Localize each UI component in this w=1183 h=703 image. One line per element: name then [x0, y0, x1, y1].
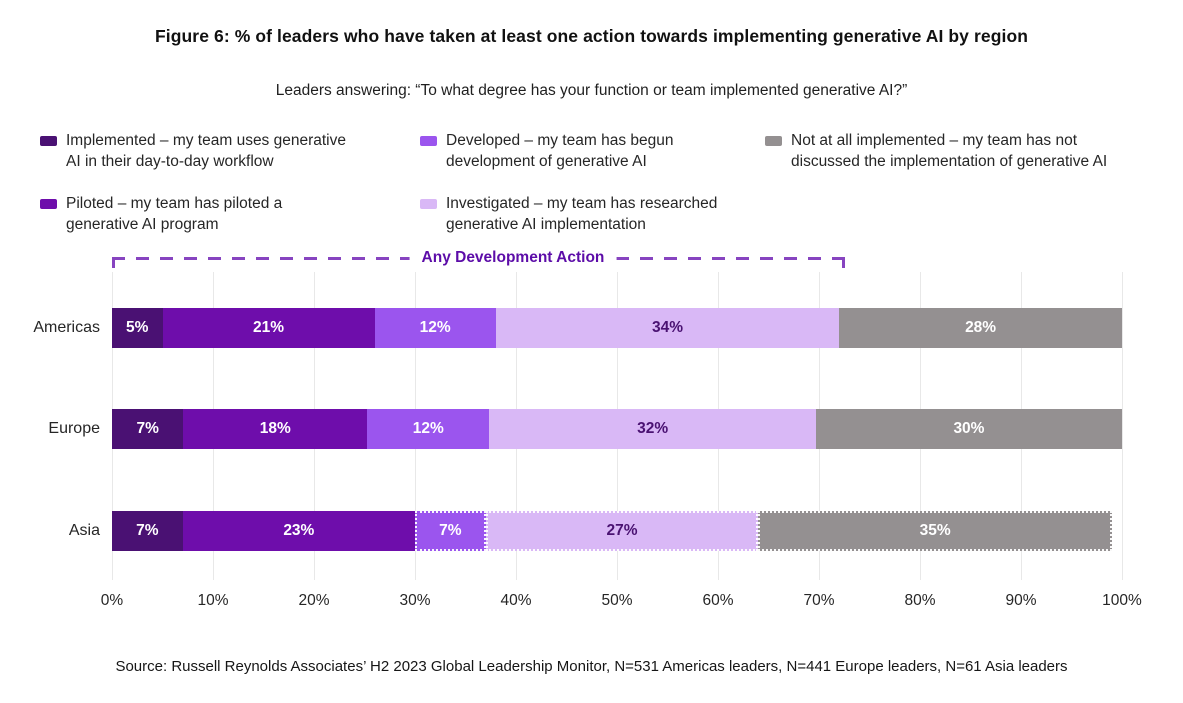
x-tick-label: 20% [298, 592, 330, 609]
bar-segment-asia-4: 35% [758, 511, 1112, 551]
bar-segment-europe-2: 12% [367, 409, 490, 449]
bracket-corner-right [842, 257, 846, 268]
any-development-action-label: Any Development Action [409, 249, 617, 267]
legend-label-investigated: Investigated – my team has researched ge… [446, 194, 718, 233]
legend-item-investigated: Investigated – my team has researched ge… [420, 194, 765, 236]
x-tick-label: 80% [904, 592, 936, 609]
bar-segment-asia-1: 23% [182, 511, 415, 551]
bar-segment-europe-4: 30% [815, 409, 1122, 449]
x-tick-label: 100% [1102, 592, 1142, 609]
x-tick-label: 60% [702, 592, 734, 609]
source-note: Source: Russell Reynolds Associates’ H2 … [115, 658, 1068, 675]
legend-swatch-developed [420, 136, 437, 146]
bar-segment-americas-3: 34% [495, 308, 840, 348]
x-tick-label: 70% [803, 592, 835, 609]
bracket-corner-left [112, 257, 115, 268]
legend-swatch-not-at-all [765, 136, 782, 146]
figure-title: Figure 6: % of leaders who have taken at… [154, 26, 1029, 46]
legend: Implemented – my team uses generative AI… [40, 131, 1152, 236]
bar-segment-americas-0: 5% [112, 308, 163, 348]
legend-item-developed: Developed – my team has begun developmen… [420, 131, 765, 173]
bar-row-label-asia: Asia [68, 522, 100, 539]
bar-segment-europe-0: 7% [112, 409, 184, 449]
legend-item-implemented: Implemented – my team uses generative AI… [40, 131, 420, 173]
figure-subtitle: Leaders answering: “To what degree has y… [275, 82, 908, 99]
bar-segment-europe-3: 32% [489, 409, 816, 449]
x-tick-label: 90% [1005, 592, 1037, 609]
bar-segment-asia-3: 27% [485, 511, 759, 551]
legend-label-piloted: Piloted – my team has piloted a generati… [66, 194, 283, 233]
x-tick-label: 50% [601, 592, 633, 609]
bar-segment-americas-4: 28% [839, 308, 1122, 348]
bar-segment-asia-2: 7% [415, 511, 486, 551]
x-tick-label: 30% [399, 592, 431, 609]
gridline [1121, 272, 1123, 580]
bar-segment-europe-1: 18% [183, 409, 368, 449]
x-tick-label: 10% [197, 592, 229, 609]
legend-item-piloted: Piloted – my team has piloted a generati… [40, 194, 420, 236]
legend-swatch-piloted [40, 198, 57, 209]
bar-segment-americas-2: 12% [374, 308, 496, 348]
x-tick-label: 40% [500, 592, 532, 609]
bar-segment-americas-1: 21% [162, 308, 375, 348]
legend-label-implemented: Implemented – my team uses generative AI… [66, 132, 346, 170]
x-tick-label: 0% [100, 592, 124, 609]
bar-row-label-europe: Europe [48, 420, 100, 437]
bar-segment-asia-0: 7% [112, 511, 183, 551]
legend-swatch-implemented [40, 136, 57, 146]
legend-swatch-investigated [420, 198, 437, 209]
legend-label-not-at-all: Not at all implemented – my team has not… [791, 132, 1108, 170]
bar-row-label-americas: Americas [33, 319, 100, 336]
legend-item-not-at-all: Not at all implemented – my team has not… [765, 131, 1152, 173]
legend-label-developed: Developed – my team has begun developmen… [446, 132, 674, 170]
